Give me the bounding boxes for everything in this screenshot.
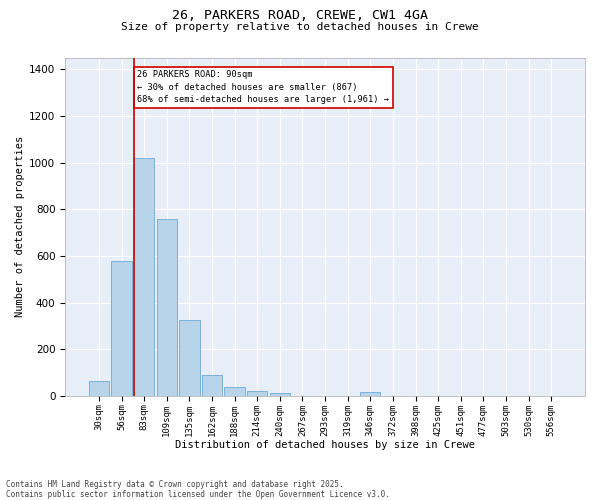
Y-axis label: Number of detached properties: Number of detached properties (15, 136, 25, 318)
Bar (224, 387, 245, 396)
Bar (112, 260, 132, 396)
Bar (360, 392, 380, 396)
Text: 26 PARKERS ROAD: 90sqm
← 30% of detached houses are smaller (867)
68% of semi-de: 26 PARKERS ROAD: 90sqm ← 30% of detached… (137, 70, 389, 104)
Bar (247, 391, 268, 396)
Text: Size of property relative to detached houses in Crewe: Size of property relative to detached ho… (121, 22, 479, 32)
X-axis label: Distribution of detached houses by size in Crewe: Distribution of detached houses by size … (175, 440, 475, 450)
Bar (202, 375, 222, 396)
Bar (89, 381, 109, 396)
Bar (157, 218, 177, 396)
Text: 26, PARKERS ROAD, CREWE, CW1 4GA: 26, PARKERS ROAD, CREWE, CW1 4GA (172, 9, 428, 22)
Text: Contains HM Land Registry data © Crown copyright and database right 2025.
Contai: Contains HM Land Registry data © Crown c… (6, 480, 390, 499)
Bar (269, 393, 290, 396)
Bar (179, 320, 200, 396)
Bar (134, 158, 154, 396)
